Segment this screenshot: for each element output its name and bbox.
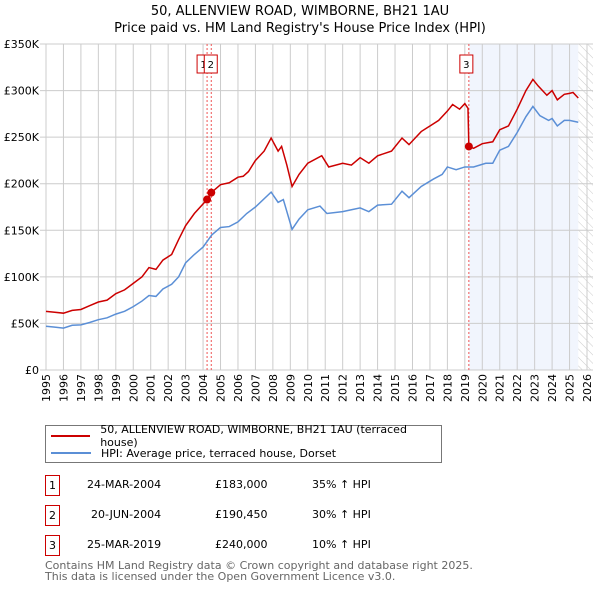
x-tick-label: 2023 [529, 374, 542, 402]
y-tick-label: £50K [11, 317, 40, 330]
y-tick-label: £350K [4, 38, 40, 51]
chart-title: 50, ALLENVIEW ROAD, WIMBORNE, BH21 1AU [150, 4, 450, 19]
footer-line: This data is licensed under the Open Gov… [45, 570, 396, 583]
x-tick-label: 2013 [354, 374, 367, 402]
x-tick-label: 2009 [284, 374, 297, 402]
transaction-date: 20-JUN-2004 [91, 508, 162, 521]
x-tick-label: 2002 [162, 374, 175, 402]
transaction-hpi: 30% ↑ HPI [312, 508, 371, 521]
x-tick-label: 2007 [249, 374, 262, 402]
x-tick-label: 2012 [337, 374, 350, 402]
transaction-badge: 2 [45, 505, 60, 526]
transaction-label: 2 [208, 60, 214, 71]
transaction-hpi: 35% ↑ HPI [312, 478, 371, 491]
transaction-price: £190,450 [215, 508, 268, 521]
footer-line: Contains HM Land Registry data © Crown c… [45, 559, 473, 572]
x-tick-label: 2017 [424, 374, 437, 402]
y-tick-label: £200K [4, 178, 40, 191]
x-tick-label: 2022 [511, 374, 524, 402]
x-tick-label: 2010 [302, 374, 315, 402]
x-tick-label: 1997 [75, 374, 88, 402]
x-tick-label: 2008 [267, 374, 280, 402]
x-tick-label: 2000 [127, 374, 140, 402]
x-tick-label: 2021 [494, 374, 507, 402]
x-tick-label: 2015 [389, 374, 402, 402]
x-tick-label: 2026 [581, 374, 594, 402]
footer: Contains HM Land Registry data © Crown c… [45, 560, 473, 582]
x-tick-label: 1999 [110, 374, 123, 402]
transaction-label-box [459, 54, 474, 74]
legend-label: HPI: Average price, terraced house, Dors… [101, 446, 337, 460]
x-tick-label: 2014 [372, 374, 385, 402]
x-tick-label: 2020 [476, 374, 489, 402]
x-tick-label: 2024 [546, 374, 559, 402]
y-tick-label: £150K [4, 224, 40, 237]
legend-swatch-blue [51, 452, 91, 454]
y-tick-label: £0 [25, 364, 39, 377]
series-line [45, 105, 579, 329]
transaction-label: 1 [200, 60, 206, 71]
x-tick-label: 1995 [40, 374, 53, 402]
x-tick-label: 1996 [57, 374, 70, 402]
x-tick-label: 2004 [197, 374, 210, 402]
plot-area: 1995 1996 1997 1998 1999 2000 2001 2002 2003 2004… [4, 38, 594, 402]
x-tick-label: 2018 [441, 374, 454, 402]
transaction-price: £240,000 [215, 538, 268, 551]
transaction-price: £183,000 [215, 478, 268, 491]
hatched-region [578, 44, 593, 370]
legend-item-property: 50, ALLENVIEW ROAD, WIMBORNE, BH21 1AU (… [46, 423, 441, 449]
transaction-badge: 1 [45, 475, 60, 496]
series-line [45, 78, 579, 314]
chart-subtitle: Price paid vs. HM Land Registry's House … [114, 21, 486, 36]
transaction-badge: 3 [45, 535, 60, 556]
transaction-point [464, 142, 473, 151]
transaction-label: 3 [463, 60, 469, 71]
x-tick-label: 2005 [215, 374, 228, 402]
y-tick-label: £300K [4, 85, 40, 98]
y-tick-label: £100K [4, 271, 40, 284]
legend-label: 50, ALLENVIEW ROAD, WIMBORNE, BH21 1AU (… [100, 423, 407, 449]
legend-item-hpi: HPI: Average price, terraced house, Dors… [46, 445, 336, 461]
legend-swatch-red [51, 435, 91, 437]
x-tick-label: 2025 [564, 374, 577, 402]
transaction-date: 24-MAR-2004 [87, 478, 162, 491]
x-tick-label: 1998 [92, 374, 105, 402]
x-tick-label: 2016 [406, 374, 419, 402]
y-tick-label: £250K [4, 131, 40, 144]
x-tick-label: 2006 [232, 374, 245, 402]
x-tick-label: 2003 [180, 374, 193, 402]
transaction-hpi: 10% ↑ HPI [312, 538, 371, 551]
shaded-region [468, 44, 579, 370]
transaction-date: 25-MAR-2019 [87, 538, 162, 551]
x-tick-label: 2001 [145, 374, 158, 402]
transaction-label-box [203, 54, 218, 74]
x-tick-label: 2019 [459, 374, 472, 402]
transaction-point [203, 195, 212, 204]
transaction-point [207, 188, 216, 197]
x-tick-label: 2011 [319, 374, 332, 402]
legend: 50, ALLENVIEW ROAD, WIMBORNE, BH21 1AU (… [45, 423, 442, 463]
